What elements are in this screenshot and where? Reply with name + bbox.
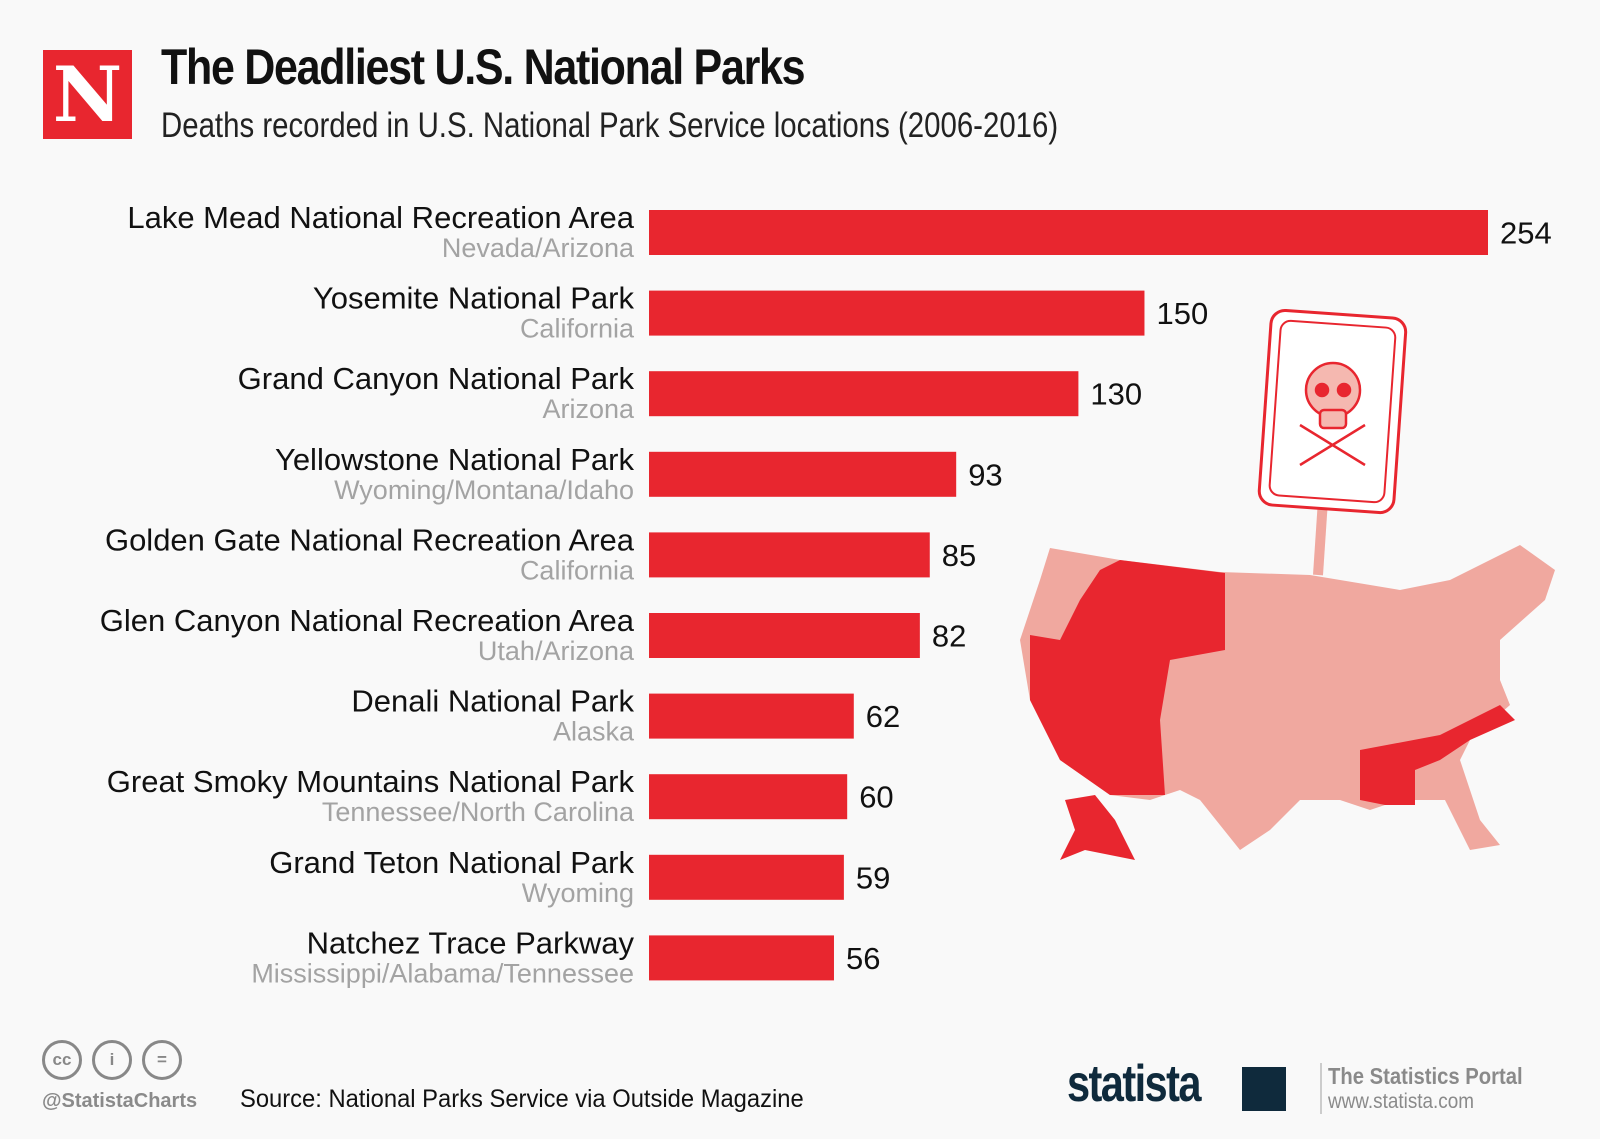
bar-value-label: 60 bbox=[859, 780, 893, 815]
bar bbox=[649, 613, 920, 658]
alaska bbox=[1060, 795, 1135, 860]
bar-value-label: 254 bbox=[1500, 216, 1552, 251]
category-sublabel: California bbox=[520, 314, 635, 344]
bar-value-label: 130 bbox=[1090, 377, 1142, 412]
category-label: Natchez Trace Parkway bbox=[307, 925, 635, 960]
sign-border bbox=[1268, 319, 1397, 504]
bar bbox=[649, 451, 957, 497]
source-note: Source: National Parks Service via Outsi… bbox=[240, 1085, 804, 1113]
category-label: Lake Mead National Recreation Area bbox=[127, 200, 634, 235]
category-sublabel: Nevada/Arizona bbox=[442, 233, 635, 263]
category-label: Grand Canyon National Park bbox=[238, 361, 635, 396]
category-sublabel: Alaska bbox=[553, 717, 635, 747]
bar-value-label: 56 bbox=[846, 941, 880, 976]
highlighted-states-southeast bbox=[1360, 705, 1515, 805]
bar-value-label: 93 bbox=[968, 457, 1002, 492]
category-label: Yellowstone National Park bbox=[275, 442, 635, 477]
category-sublabel: Wyoming bbox=[522, 878, 634, 908]
chart-title: The Deadliest U.S. National Parks bbox=[161, 39, 806, 95]
no-derivatives-icon: = bbox=[142, 1040, 182, 1080]
category-label: Yosemite National Park bbox=[313, 281, 635, 316]
chart-subtitle: Deaths recorded in U.S. National Park Se… bbox=[161, 106, 1059, 145]
category-sublabel: Arizona bbox=[542, 394, 635, 424]
bar-value-label: 82 bbox=[932, 619, 966, 654]
category-sublabel: Wyoming/Montana/Idaho bbox=[334, 475, 634, 505]
bar bbox=[649, 532, 930, 578]
bar bbox=[649, 854, 844, 900]
highlighted-states-west bbox=[1030, 560, 1225, 795]
category-label: Golden Gate National Recreation Area bbox=[105, 522, 635, 557]
sign-post bbox=[1313, 499, 1328, 576]
bar-value-label: 59 bbox=[856, 860, 890, 895]
bar bbox=[649, 693, 854, 739]
bar bbox=[649, 935, 834, 981]
bar bbox=[649, 371, 1079, 417]
category-label: Great Smoky Mountains National Park bbox=[107, 764, 635, 799]
bar-value-label: 62 bbox=[866, 699, 900, 734]
statista-portal[interactable]: The Statistics Portal www.statista.com bbox=[1320, 1063, 1549, 1114]
statista-mark-icon bbox=[1242, 1067, 1286, 1111]
attribution-icon: i bbox=[92, 1040, 132, 1080]
bar-value-label: 85 bbox=[942, 538, 976, 573]
cc-icon: cc bbox=[42, 1040, 82, 1080]
category-label: Denali National Park bbox=[351, 684, 634, 719]
category-sublabel: Mississippi/Alabama/Tennessee bbox=[251, 958, 634, 988]
license-icons[interactable]: cc i = bbox=[42, 1040, 182, 1080]
category-sublabel: Tennessee/North Carolina bbox=[322, 797, 635, 827]
portal-title: The Statistics Portal bbox=[1328, 1063, 1523, 1089]
newsweek-logo: N bbox=[43, 50, 132, 139]
twitter-handle: @StatistaCharts bbox=[42, 1090, 198, 1112]
category-label: Grand Teton National Park bbox=[269, 845, 634, 880]
decoration bbox=[1020, 309, 1555, 860]
bar-value-label: 150 bbox=[1156, 296, 1208, 331]
bar bbox=[649, 774, 848, 820]
statista-logo[interactable]: statista bbox=[1067, 1055, 1201, 1113]
bar bbox=[649, 290, 1145, 336]
category-sublabel: California bbox=[520, 555, 635, 585]
category-label: Glen Canyon National Recreation Area bbox=[100, 603, 635, 638]
skull-crossbones-icon bbox=[1299, 361, 1366, 467]
bar bbox=[649, 210, 1488, 255]
category-sublabel: Utah/Arizona bbox=[478, 636, 635, 666]
portal-url[interactable]: www.statista.com bbox=[1328, 1090, 1474, 1113]
